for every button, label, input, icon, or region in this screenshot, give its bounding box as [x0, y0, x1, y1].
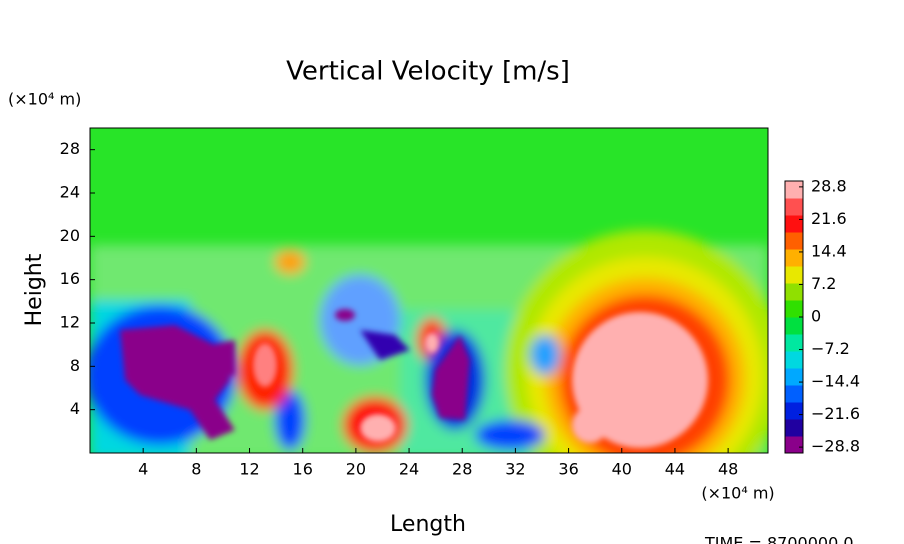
colorbar-tick-label: 7.2	[811, 274, 836, 293]
colorbar-band	[785, 317, 803, 335]
x-tick-label: 12	[239, 460, 259, 479]
colorbar-band	[785, 419, 803, 437]
colorbar-band	[785, 351, 803, 369]
colorbar-band	[785, 385, 803, 403]
y-tick-label: 4	[70, 399, 80, 418]
colorbar-tick-label: 21.6	[811, 209, 847, 228]
colorbar-band	[785, 215, 803, 233]
colorbar-tick-label: 14.4	[811, 241, 847, 260]
y-tick-label: 20	[60, 226, 80, 245]
colorbar-band	[785, 300, 803, 318]
x-tick-label: 4	[138, 460, 148, 479]
colorbar-tick-label: −7.2	[811, 339, 850, 358]
colorbar-tick-label: −21.6	[811, 404, 860, 423]
x-unit: (×10⁴ m)	[701, 484, 774, 503]
colorbar-band	[785, 249, 803, 267]
x-tick-label: 16	[293, 460, 313, 479]
colorbar-band	[785, 368, 803, 386]
colorbar-band	[785, 266, 803, 284]
y-tick-label: 8	[70, 356, 80, 375]
colorbar-tick-label: −28.8	[811, 437, 860, 456]
x-tick-label: 32	[505, 460, 525, 479]
footer: TIME = 8700000.0	[704, 534, 854, 544]
colorbar-band	[785, 232, 803, 250]
plot-frame	[89, 127, 769, 454]
x-tick-label: 8	[191, 460, 201, 479]
y-tick-label: 24	[60, 183, 80, 202]
x-tick-label: 20	[346, 460, 366, 479]
colorbar-band	[785, 198, 803, 216]
colorbar-band	[785, 334, 803, 352]
colorbar-band	[785, 283, 803, 301]
y-tick-label: 28	[60, 139, 80, 158]
y-axis-label: Height	[22, 253, 47, 326]
x-tick-label: 36	[558, 460, 578, 479]
colorbar-band	[785, 181, 803, 199]
x-tick-label: 28	[452, 460, 472, 479]
x-tick-label: 40	[612, 460, 632, 479]
field	[90, 128, 768, 453]
colorbar-band	[785, 402, 803, 420]
y-tick-label: 12	[60, 313, 80, 332]
colorbar-tick-label: 0	[811, 307, 821, 326]
colorbar-tick-label: 28.8	[811, 176, 847, 195]
x-axis-label: Length	[390, 512, 466, 537]
x-tick-label: 44	[665, 460, 685, 479]
x-tick-label: 48	[718, 460, 738, 479]
x-tick-label: 24	[399, 460, 419, 479]
colorbar-band	[785, 436, 803, 454]
y-tick-label: 16	[60, 269, 80, 288]
colorbar-tick-label: −14.4	[811, 372, 860, 391]
chart-title: Vertical Velocity [m/s]	[286, 57, 570, 87]
y-unit: (×10⁴ m)	[8, 90, 81, 109]
